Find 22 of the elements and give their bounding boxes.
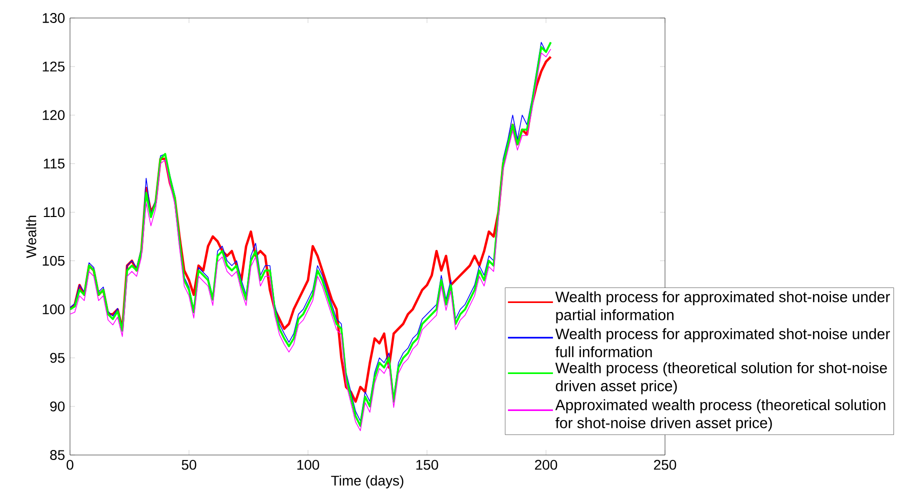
y-tick-label: 105 [42,256,65,266]
y-tick-label: 100 [42,304,65,314]
x-tick-label: 50 [182,460,196,470]
x-tick-label: 250 [654,460,676,470]
y-tick-label: 115 [44,158,65,169]
y-tick-label: 90 [50,401,65,412]
y-tick-label: 130 [42,13,65,23]
y-tick-label: 95 [50,352,65,363]
x-tick-label: 200 [535,460,558,470]
x-tick-label: 0 [66,460,74,470]
y-tick-label: 110 [44,207,65,218]
x-axis-title: Time (days) [331,475,404,488]
y-tick-label: 120 [42,110,65,120]
legend-label: Wealth process (theoretical solution for shot-noise driven asset price) [555,362,887,394]
legend-label: Wealth process for approximated shot-noise under partial information [555,291,890,324]
y-axis-title: Wealth [26,216,36,258]
x-tick-label: 150 [416,460,438,470]
x-tick-label: 100 [297,460,320,470]
legend-label: Wealth process for approximated shot-noise under full information [555,328,890,358]
y-tick-label: 125 [42,62,65,72]
legend-label: Approximated wealth process (theoretical solution for shot-noise driven asset price) [555,399,886,432]
y-tick-label: 85 [50,450,65,460]
